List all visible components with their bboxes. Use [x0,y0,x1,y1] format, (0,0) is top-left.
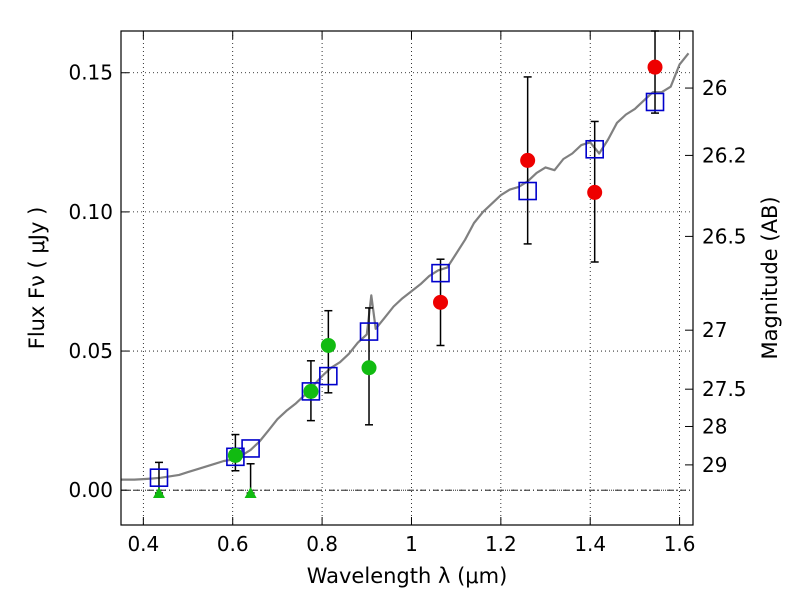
green-data-point [227,447,243,463]
model-square-marker [241,439,260,458]
x-tick-label: 0.8 [306,532,338,556]
y2-tick-label: 29 [702,453,727,477]
model-square-marker [585,139,604,159]
y2-tick-label: 26.2 [702,143,747,167]
green-data-point [320,337,336,353]
model-square-marker [431,263,450,283]
red-data-point [587,184,603,200]
model-square-marker [645,92,665,112]
y2-axis-label: Magnitude (AB) [758,196,782,359]
x-tick-label: 1.4 [574,532,606,556]
y-tick-label: 0.05 [68,339,113,363]
model-spectrum-layer [121,52,690,481]
upper-limit-triangle [152,486,165,498]
y2-tick-label: 26.5 [702,224,747,248]
x-tick-label: 0.4 [127,532,159,556]
model-square-marker [359,322,379,341]
upper-limit-triangle [244,486,257,498]
x-tick-label: 1.2 [485,532,517,556]
plot-frame [120,30,694,526]
tick-layer [121,31,693,525]
grid [121,31,693,525]
x-tick-label: 0.6 [217,532,249,556]
green-data-point [303,383,319,399]
y-tick-label: 0.15 [68,61,113,85]
red-data-point [647,59,663,75]
model-spectrum-line [121,52,690,481]
y2-tick-label: 26 [702,76,727,100]
model-square-marker [301,382,321,401]
red-data-point [433,294,449,310]
y-tick-label: 0.00 [68,478,113,502]
tick-label-layer: 0.4 0.6 0.8 1 1.2 1.4 1.6 0.00 0.05 0.10 0.15 26 26.… [68,61,746,556]
x-tick-label: 1 [405,532,418,556]
x-tick-label: 1.6 [664,532,696,556]
model-square-marker [149,468,169,487]
model-square-marker [518,181,537,201]
y2-tick-label: 27 [702,318,727,342]
marker-layer [149,59,665,498]
model-square-marker [319,366,338,386]
y-tick-label: 0.10 [68,200,113,224]
x-axis-label: Wavelength λ (μm) [307,564,508,588]
y2-tick-label: 28 [702,414,727,438]
y-axis-label: Flux Fν ( μJy ) [25,207,49,350]
green-data-point [361,360,377,376]
red-data-point [520,152,536,168]
y2-tick-label: 27.5 [702,377,747,401]
